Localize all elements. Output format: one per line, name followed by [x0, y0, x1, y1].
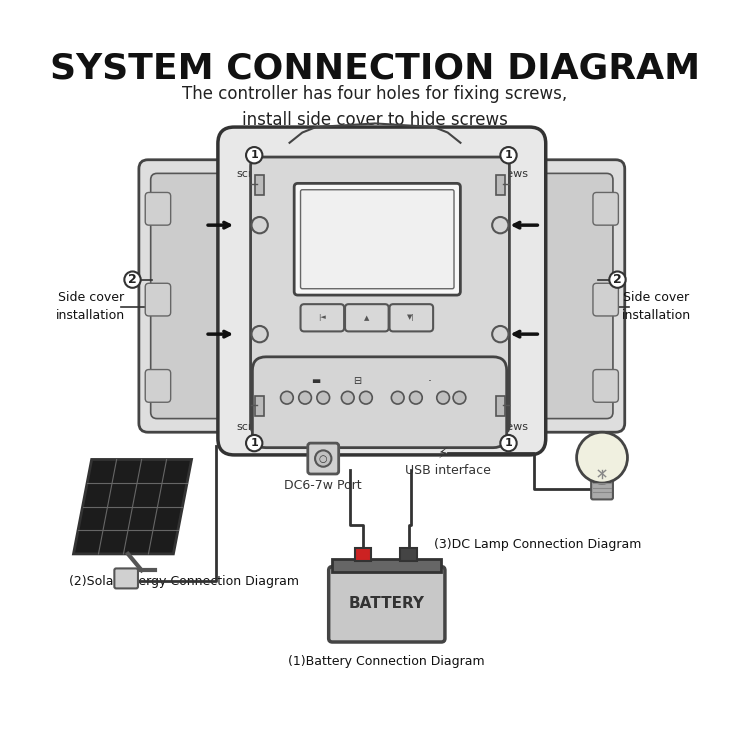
Text: (3)DC Lamp Connection Diagram: (3)DC Lamp Connection Diagram [434, 538, 641, 551]
Text: 1: 1 [251, 150, 258, 160]
Text: ○: ○ [319, 454, 328, 464]
Text: screws: screws [236, 169, 274, 178]
Circle shape [341, 392, 354, 404]
Text: Side cover
installation: Side cover installation [622, 292, 691, 322]
Circle shape [500, 147, 517, 164]
FancyBboxPatch shape [114, 568, 138, 589]
Text: ▬: ▬ [311, 376, 320, 386]
Text: The controller has four holes for fixing screws,
install side cover to hide scre: The controller has four holes for fixing… [182, 85, 568, 129]
Bar [255, 396, 264, 416]
Bar [332, 560, 441, 572]
Circle shape [280, 392, 293, 404]
FancyBboxPatch shape [537, 173, 613, 419]
FancyBboxPatch shape [253, 357, 507, 448]
Circle shape [246, 435, 262, 451]
Text: ⊟: ⊟ [352, 376, 361, 386]
Circle shape [251, 217, 268, 233]
Text: 1: 1 [251, 438, 258, 448]
FancyBboxPatch shape [146, 284, 171, 316]
Circle shape [298, 392, 311, 404]
Circle shape [410, 392, 422, 404]
Text: screws: screws [490, 422, 529, 432]
FancyBboxPatch shape [389, 304, 433, 332]
FancyBboxPatch shape [591, 478, 613, 500]
Text: 1: 1 [505, 438, 512, 448]
Circle shape [492, 326, 508, 342]
Circle shape [124, 272, 141, 288]
Text: ·: · [427, 375, 431, 388]
FancyBboxPatch shape [593, 370, 619, 402]
Text: ▼|: ▼| [407, 314, 416, 321]
Circle shape [577, 432, 628, 483]
FancyBboxPatch shape [328, 566, 445, 642]
Text: 2: 2 [128, 273, 137, 286]
Circle shape [436, 392, 449, 404]
Circle shape [246, 147, 262, 164]
Circle shape [315, 451, 332, 466]
Circle shape [453, 392, 466, 404]
FancyBboxPatch shape [294, 184, 460, 295]
Polygon shape [74, 460, 191, 554]
FancyBboxPatch shape [308, 443, 339, 474]
FancyBboxPatch shape [345, 304, 388, 332]
FancyBboxPatch shape [151, 173, 227, 419]
Circle shape [317, 392, 329, 404]
FancyBboxPatch shape [146, 193, 171, 225]
Text: BATTERY: BATTERY [349, 596, 424, 611]
Text: SYSTEM CONNECTION DIAGRAM: SYSTEM CONNECTION DIAGRAM [50, 52, 700, 86]
Circle shape [359, 392, 372, 404]
Text: screws: screws [490, 169, 529, 178]
Circle shape [492, 217, 508, 233]
FancyBboxPatch shape [218, 127, 546, 455]
Text: screws: screws [236, 422, 274, 432]
Text: ▲: ▲ [364, 315, 370, 321]
Text: |◄: |◄ [319, 314, 326, 321]
FancyBboxPatch shape [301, 304, 344, 332]
Circle shape [251, 326, 268, 342]
FancyBboxPatch shape [301, 190, 454, 289]
FancyBboxPatch shape [251, 157, 509, 434]
Text: (1)Battery Connection Diagram: (1)Battery Connection Diagram [289, 655, 485, 668]
FancyBboxPatch shape [146, 370, 171, 402]
Text: Side cover
installation: Side cover installation [56, 292, 125, 322]
Bar [400, 548, 417, 561]
Bar [355, 548, 371, 561]
FancyBboxPatch shape [139, 160, 243, 432]
Text: ⚡: ⚡ [438, 446, 448, 460]
FancyBboxPatch shape [593, 193, 619, 225]
Text: 1: 1 [505, 150, 512, 160]
Bar [496, 176, 505, 195]
FancyBboxPatch shape [593, 284, 619, 316]
Circle shape [500, 435, 517, 451]
Circle shape [392, 392, 404, 404]
Text: DC6-7w Port: DC6-7w Port [284, 478, 362, 491]
Bar [255, 176, 264, 195]
FancyBboxPatch shape [520, 160, 625, 432]
Circle shape [609, 272, 625, 288]
Text: USB interface: USB interface [405, 464, 490, 477]
Bar [496, 396, 505, 416]
Text: 2: 2 [613, 273, 622, 286]
Text: (2)Solar Energy Connection Diagram: (2)Solar Energy Connection Diagram [69, 574, 299, 588]
